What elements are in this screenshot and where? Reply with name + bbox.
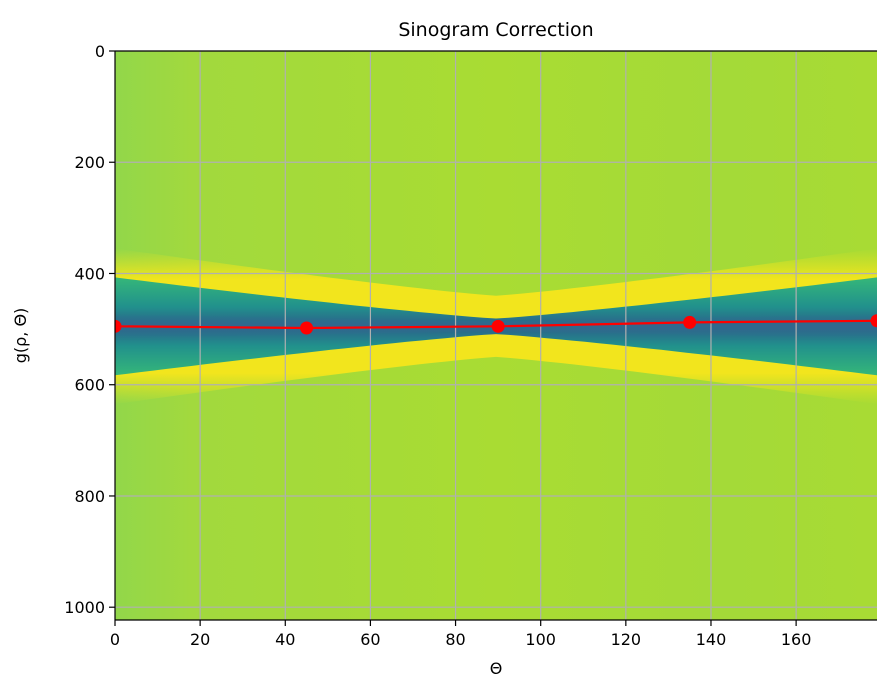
y-tick-label: 200 <box>74 153 105 172</box>
x-axis-label: Θ <box>490 659 503 678</box>
y-axis-label: g(ρ, Θ) <box>11 308 30 364</box>
data-point <box>115 319 122 333</box>
x-tick-label: 20 <box>190 630 210 649</box>
plot-area <box>115 51 877 620</box>
grid <box>115 51 877 620</box>
x-tick-label: 140 <box>696 630 727 649</box>
x-tick-label: 40 <box>275 630 295 649</box>
x-tick-label: 160 <box>781 630 812 649</box>
data-point <box>870 314 877 328</box>
axes: 0 20 40 60 80 100 120 140 160 0 200 400 600 800 1000 <box>64 42 877 649</box>
x-tick-label: 80 <box>445 630 465 649</box>
x-tick-label: 60 <box>360 630 380 649</box>
y-tick-label: 0 <box>95 42 105 61</box>
chart-title: Sinogram Correction <box>398 19 593 41</box>
series-layer <box>115 314 877 335</box>
data-point <box>300 321 314 335</box>
x-tick-label: 120 <box>611 630 642 649</box>
data-point <box>491 319 505 333</box>
x-tick-label: 0 <box>110 630 120 649</box>
y-tick-label: 400 <box>74 264 105 283</box>
data-point <box>683 315 697 329</box>
y-tick-label: 1000 <box>64 598 105 617</box>
x-tick-label: 100 <box>525 630 556 649</box>
y-tick-label: 800 <box>74 487 105 506</box>
y-tick-label: 600 <box>74 376 105 395</box>
